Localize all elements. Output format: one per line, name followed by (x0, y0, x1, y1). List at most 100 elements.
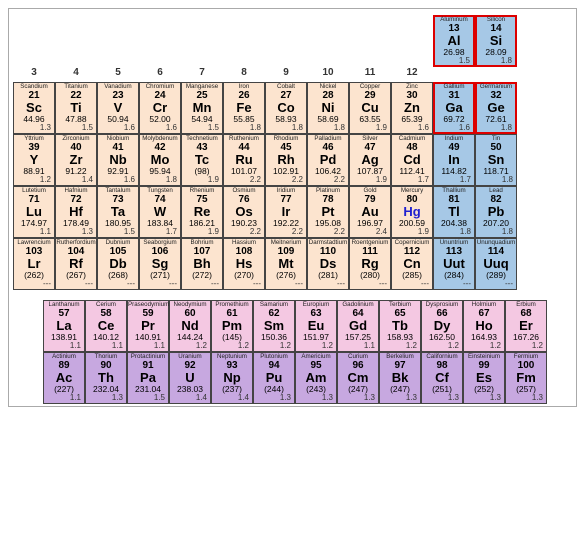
element-Sg: Seaborgium106Sg(271)--- (139, 238, 181, 290)
element-Mn: Manganese25Mn54.941.5 (181, 82, 223, 134)
element-Si: Silicon14Si28.091.8 (475, 15, 517, 67)
element-symbol: Sn (476, 153, 516, 167)
group-9: 9 (265, 67, 307, 82)
element-symbol: Y (14, 153, 54, 167)
electronegativity: 1.5 (98, 228, 138, 236)
element-symbol: Ge (477, 101, 515, 115)
element-symbol: Ac (44, 371, 84, 385)
periodic-table-section: Aluminum13Al26.981.5Silicon14Si28.091.8 … (8, 8, 577, 407)
electronegativity: 1.6 (435, 124, 473, 132)
element-symbol: V (98, 101, 138, 115)
element-La: Lanthanum57La138.911.1 (43, 300, 85, 352)
element-Nd: Neodymium60Nd144.241.2 (169, 300, 211, 352)
electronegativity: 1.9 (182, 228, 222, 236)
element-symbol: Pu (254, 371, 294, 385)
row-topright: Aluminum13Al26.981.5Silicon14Si28.091.8 (433, 15, 574, 67)
element-symbol: Co (266, 101, 306, 115)
element-Sc: Scandium21Sc44.961.3 (13, 82, 55, 134)
group-6: 6 (139, 67, 181, 82)
electronegativity: --- (98, 280, 138, 288)
group-12: 12 (391, 67, 433, 82)
electronegativity: --- (224, 280, 264, 288)
element-Pr: Praseodymium59Pr140.911.1 (127, 300, 169, 352)
element-symbol: Re (182, 205, 222, 219)
element-Pb: Lead82Pb207.201.8 (475, 186, 517, 238)
element-Gd: Gadolinium64Gd157.251.1 (337, 300, 379, 352)
electronegativity: --- (140, 280, 180, 288)
electronegativity: 1.4 (170, 394, 210, 402)
element-symbol: Bh (182, 257, 222, 271)
element-W: Tungsten74W183.841.7 (139, 186, 181, 238)
electronegativity: 1.3 (506, 394, 546, 402)
element-symbol: Mn (182, 101, 222, 115)
element-Th: Thorium90Th232.041.3 (85, 352, 127, 404)
element-symbol: Pd (308, 153, 348, 167)
group-4: 4 (55, 67, 97, 82)
element-symbol: In (434, 153, 474, 167)
element-Cn: Copernicium112Cn(285)--- (391, 238, 433, 290)
electronegativity: 1.2 (254, 342, 294, 350)
element-symbol: Sm (254, 319, 294, 333)
element-Cr: Chromium24Cr52.001.6 (139, 82, 181, 134)
electronegativity: 1.7 (392, 176, 432, 184)
element-symbol: Fe (224, 101, 264, 115)
element-symbol: Ds (308, 257, 348, 271)
element-symbol: Rf (56, 257, 96, 271)
element-Tl: Thallium81Tl204.381.8 (433, 186, 475, 238)
electronegativity: 1.6 (98, 176, 138, 184)
element-Zn: Zinc30Zn65.391.6 (391, 82, 433, 134)
element-Sn: Tin50Sn118.711.8 (475, 134, 517, 186)
element-symbol: Es (464, 371, 504, 385)
element-U: Uranium92U238.031.4 (169, 352, 211, 404)
element-symbol: Ti (56, 101, 96, 115)
electronegativity: 1.3 (464, 394, 504, 402)
electronegativity: 2.2 (224, 176, 264, 184)
element-symbol: Np (212, 371, 252, 385)
element-symbol: Lu (14, 205, 54, 219)
element-Pm: Promethium61Pm(145)1.2 (211, 300, 253, 352)
element-Zr: Zirconium40Zr91.221.4 (55, 134, 97, 186)
element-symbol: Os (224, 205, 264, 219)
element-Ce: Cerium58Ce140.121.1 (85, 300, 127, 352)
element-symbol: Uuq (476, 257, 516, 271)
element-symbol: Ru (224, 153, 264, 167)
element-Hs: Hassium108Hs(270)--- (223, 238, 265, 290)
element-Eu: Europium63Eu151.971.2 (295, 300, 337, 352)
electronegativity: --- (266, 280, 306, 288)
electronegativity: 1.6 (392, 124, 432, 132)
element-symbol: Hs (224, 257, 264, 271)
element-symbol: Ir (266, 205, 306, 219)
electronegativity: 1.1 (86, 342, 126, 350)
element-Ds: Darmstadtium110Ds(281)--- (307, 238, 349, 290)
element-symbol: Hg (392, 205, 432, 219)
electronegativity: 2.2 (308, 228, 348, 236)
electronegativity: 1.1 (44, 394, 84, 402)
electronegativity: 1.5 (128, 394, 168, 402)
element-Os: Osmium76Os190.232.2 (223, 186, 265, 238)
element-Pu: Plutonium94Pu(244)1.3 (253, 352, 295, 404)
element-Lr: Lawrencium103Lr(262)--- (13, 238, 55, 290)
electronegativity: 1.5 (56, 124, 96, 132)
electronegativity: 1.3 (380, 394, 420, 402)
element-Db: Dubnium105Db(268)--- (97, 238, 139, 290)
electronegativity: 1.5 (182, 124, 222, 132)
electronegativity: 2.4 (350, 228, 390, 236)
element-Rh: Rhodium45Rh102.912.2 (265, 134, 307, 186)
electronegativity: 1.9 (392, 228, 432, 236)
element-Bk: Berkelium97Bk(247)1.3 (379, 352, 421, 404)
electronegativity: 1.8 (477, 57, 515, 65)
element-symbol: Pb (476, 205, 516, 219)
element-Ag: Silver47Ag107.871.9 (349, 134, 391, 186)
electronegativity: 1.2 (464, 342, 504, 350)
element-Mo: Molybdenum42Mo95.941.8 (139, 134, 181, 186)
electronegativity: --- (434, 280, 474, 288)
element-symbol: Tc (182, 153, 222, 167)
electronegativity: 2.2 (266, 228, 306, 236)
element-symbol: Dy (422, 319, 462, 333)
period-row-0: Scandium21Sc44.961.3Titanium22Ti47.881.5… (13, 82, 574, 134)
element-Lu: Lutetium71Lu174.971.1 (13, 186, 55, 238)
electronegativity: 1.7 (434, 176, 474, 184)
element-symbol: Pm (212, 319, 252, 333)
electronegativity: 1.9 (182, 176, 222, 184)
element-symbol: W (140, 205, 180, 219)
